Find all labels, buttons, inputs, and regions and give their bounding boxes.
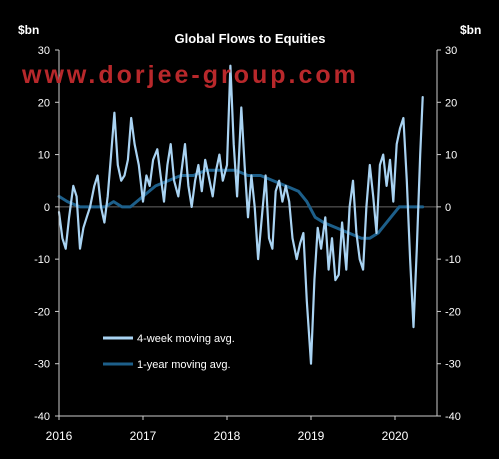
x-tick-label: 2020 bbox=[382, 429, 409, 443]
watermark-text: www.dorjee-group.com bbox=[21, 61, 359, 89]
y-tick-label-right: 0 bbox=[445, 202, 451, 214]
chart-title: Global Flows to Equities bbox=[175, 31, 326, 46]
x-tick-label: 2016 bbox=[46, 429, 73, 443]
y-tick-label-left: 0 bbox=[44, 202, 50, 214]
y-tick-label-left: 10 bbox=[38, 150, 50, 162]
plot-area bbox=[59, 50, 437, 416]
y-tick-label-right: -40 bbox=[445, 411, 461, 423]
y-tick-label-right: -10 bbox=[445, 254, 461, 266]
x-tick-label: 2018 bbox=[214, 429, 241, 443]
y-tick-label-left: 20 bbox=[38, 97, 50, 109]
y-tick-label-left: -40 bbox=[34, 411, 50, 423]
y-tick-label-left: 30 bbox=[38, 45, 50, 57]
y-tick-label-left: -20 bbox=[34, 306, 50, 318]
series-line-4week bbox=[57, 64, 424, 365]
y-tick-label-left: -10 bbox=[34, 254, 50, 266]
series-line-1year bbox=[57, 168, 425, 240]
y-tick-label-right: 30 bbox=[445, 45, 457, 57]
x-tick-label: 2017 bbox=[130, 429, 157, 443]
y-tick-label-right: 20 bbox=[445, 97, 457, 109]
legend: 4-week moving avg. 1-year moving avg. bbox=[103, 333, 235, 371]
y-tick-label-right: -30 bbox=[445, 359, 461, 371]
left-axis-unit: $bn bbox=[18, 23, 39, 37]
y-tick-label-right: 10 bbox=[445, 150, 457, 162]
y-tick-label-left: -30 bbox=[34, 359, 50, 371]
legend-label-4week: 4-week moving avg. bbox=[137, 333, 235, 345]
right-axis-unit: $bn bbox=[460, 23, 481, 37]
axes bbox=[58, 50, 438, 417]
x-tick-label: 2019 bbox=[298, 429, 325, 443]
legend-label-1year: 1-year moving avg. bbox=[137, 359, 231, 371]
y-tick-label-right: -20 bbox=[445, 306, 461, 318]
